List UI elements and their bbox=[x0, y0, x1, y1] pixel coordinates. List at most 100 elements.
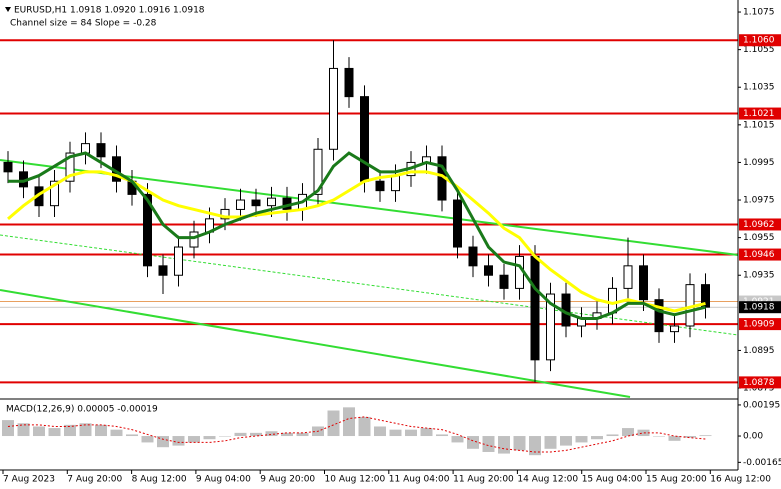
candle-body bbox=[499, 274, 509, 289]
macd-bar bbox=[684, 436, 696, 438]
layer-front bbox=[3, 40, 710, 383]
moving-average bbox=[7, 170, 706, 313]
candle-body bbox=[65, 152, 75, 182]
macd-bar bbox=[389, 429, 402, 437]
candle-body bbox=[189, 231, 199, 248]
level-label-box bbox=[739, 218, 781, 231]
macd-bar bbox=[157, 436, 169, 448]
macd-bar bbox=[653, 436, 665, 437]
macd-bar bbox=[17, 423, 30, 437]
moving-average bbox=[8, 151, 706, 320]
candle-body bbox=[391, 175, 400, 192]
candle-body bbox=[375, 180, 385, 192]
macd-bar bbox=[234, 432, 247, 437]
macd-bar bbox=[110, 429, 123, 437]
macd-bar bbox=[33, 426, 45, 437]
candle-body bbox=[654, 299, 664, 333]
x-tick-label: 8 Aug 12:00 bbox=[132, 475, 187, 485]
chart-subtitle: Channel size = 84 Slope = -0.28 bbox=[10, 19, 157, 29]
macd-bar bbox=[358, 416, 371, 437]
macd-bar bbox=[126, 434, 138, 437]
macd-bar bbox=[172, 436, 185, 446]
candle-body bbox=[251, 199, 261, 207]
macd-bar bbox=[95, 424, 107, 437]
candle-body bbox=[530, 255, 540, 361]
macd-bar bbox=[420, 428, 433, 437]
candle-body bbox=[639, 265, 648, 301]
macd-bar bbox=[637, 429, 650, 437]
bid-label: 1.0918 bbox=[743, 303, 775, 313]
candle-body bbox=[143, 193, 152, 267]
macd-bar bbox=[219, 436, 231, 437]
macd-bar bbox=[467, 436, 479, 449]
macd-bar bbox=[281, 432, 293, 437]
y-tick-label: 1.0955 bbox=[743, 233, 775, 243]
macd-bar bbox=[451, 436, 464, 443]
macd-bar bbox=[668, 436, 681, 441]
candle-body bbox=[701, 284, 710, 308]
macd-bar bbox=[699, 435, 712, 437]
candle-body bbox=[453, 199, 462, 248]
level-label: 1.0909 bbox=[743, 320, 775, 330]
trend-channel-middle bbox=[0, 234, 739, 336]
candle-body bbox=[329, 67, 338, 150]
level-label: 1.0962 bbox=[743, 220, 775, 230]
macd-bar bbox=[529, 436, 541, 456]
macd-bar bbox=[482, 436, 495, 452]
x-tick-label: 15 Aug 04:00 bbox=[582, 475, 643, 485]
level-label: 1.0878 bbox=[743, 378, 775, 388]
candle-body bbox=[313, 148, 323, 195]
x-tick-label: 10 Aug 12:00 bbox=[325, 475, 386, 485]
y-tick-label: 1.0935 bbox=[743, 271, 775, 281]
candle-body bbox=[670, 325, 679, 333]
level-label-box bbox=[739, 107, 781, 120]
level-label: 1.1060 bbox=[743, 36, 775, 46]
x-tick-label: 11 Aug 04:00 bbox=[389, 475, 450, 485]
candle-body bbox=[3, 161, 13, 173]
candle-body bbox=[546, 293, 555, 361]
level-label: 1.0946 bbox=[743, 250, 775, 260]
y-tick-label: 1.1055 bbox=[743, 45, 775, 55]
y-tick-label: 1.0895 bbox=[743, 346, 775, 356]
candle-body bbox=[608, 287, 617, 314]
level-label-box bbox=[739, 376, 781, 389]
candle-body bbox=[360, 96, 369, 182]
y-tick-label: 1.0875 bbox=[743, 384, 775, 394]
x-tick-label: 9 Aug 04:00 bbox=[196, 475, 251, 485]
macd-bar bbox=[250, 432, 262, 437]
x-tick-label: 7 Aug 20:00 bbox=[67, 475, 122, 485]
candle-body bbox=[158, 265, 168, 276]
trend-channel-lower bbox=[0, 289, 631, 398]
macd-bar bbox=[64, 424, 76, 437]
x-tick-label: 7 Aug 2023 bbox=[3, 475, 55, 485]
macd-bar bbox=[141, 436, 154, 443]
level-label: 1.1021 bbox=[743, 109, 775, 119]
bid-label-box bbox=[739, 301, 781, 314]
macd-bar bbox=[560, 436, 572, 446]
macd-bar bbox=[606, 434, 619, 437]
candle-body bbox=[468, 246, 478, 267]
candle-body bbox=[220, 208, 230, 220]
level-label-box bbox=[739, 248, 781, 261]
macd-bar bbox=[575, 436, 588, 443]
candle-body bbox=[96, 143, 106, 158]
x-tick-label: 15 Aug 20:00 bbox=[646, 475, 707, 485]
x-tick-label: 9 Aug 20:00 bbox=[260, 475, 315, 485]
level-label-box bbox=[739, 318, 781, 331]
candle-body bbox=[50, 180, 59, 207]
macd-bar bbox=[2, 420, 14, 437]
macd-bar bbox=[591, 436, 603, 440]
candle-body bbox=[484, 265, 493, 276]
y-tick-label: 1.1015 bbox=[743, 120, 775, 130]
macd-bar bbox=[296, 432, 309, 437]
menu-triangle bbox=[5, 7, 11, 12]
macd-bar bbox=[544, 436, 557, 449]
macd-bar bbox=[436, 434, 448, 437]
macd-bar bbox=[498, 436, 510, 454]
candle-body bbox=[236, 199, 245, 210]
y-tick-label: 1.0975 bbox=[743, 196, 775, 206]
x-tick-label: 14 Aug 12:00 bbox=[517, 475, 578, 485]
macd-y-tick-label: -0.00165 bbox=[743, 458, 781, 468]
y-tick-label: 1.0995 bbox=[743, 158, 775, 168]
candle-body bbox=[344, 67, 354, 98]
